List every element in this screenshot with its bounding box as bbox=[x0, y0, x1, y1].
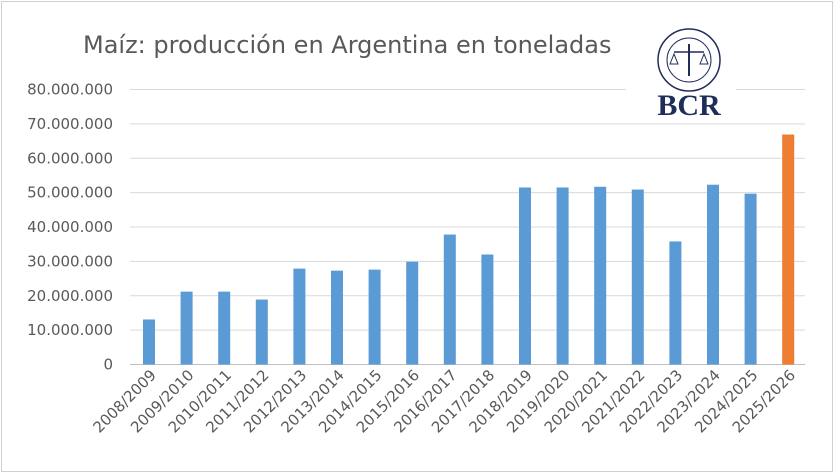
bar-2025-2026 bbox=[782, 134, 795, 365]
bar-2024-2025 bbox=[744, 193, 757, 365]
y-tick-label: 70.000.000 bbox=[27, 115, 113, 133]
gridlines bbox=[130, 89, 805, 365]
bar-2014-2015 bbox=[368, 269, 381, 365]
bar-2010-2011 bbox=[218, 291, 231, 365]
bar-2020-2021 bbox=[594, 186, 607, 365]
bar-2013-2014 bbox=[331, 270, 343, 365]
seal-icon bbox=[657, 28, 721, 92]
bar-2015-2016 bbox=[406, 261, 419, 365]
bar-2023-2024 bbox=[707, 184, 719, 365]
y-tick-label: 50.000.000 bbox=[27, 184, 113, 202]
chart-title: Maíz: producción en Argentina en tonelad… bbox=[83, 31, 611, 59]
bar-2009-2010 bbox=[180, 291, 193, 365]
bcr-logo: BCR bbox=[626, 28, 736, 123]
y-tick-label: 0 bbox=[103, 356, 113, 374]
bar-2022-2023 bbox=[669, 241, 682, 365]
y-axis-ticks: 0 10.000.000 20.000.000 30.000.000 40.000.00… bbox=[27, 81, 113, 374]
logo-text: BCR bbox=[657, 89, 721, 122]
y-tick-label: 30.000.000 bbox=[27, 252, 113, 270]
bars bbox=[143, 134, 795, 365]
bar-2016-2017 bbox=[443, 234, 456, 365]
bar-2008-2009 bbox=[143, 319, 155, 365]
bar-2019-2020 bbox=[556, 187, 569, 365]
bar-2011-2012 bbox=[255, 299, 268, 365]
x-axis-ticks: 2008/20092009/20102010/20112011/20122012… bbox=[90, 366, 799, 436]
bar-2012-2013 bbox=[293, 268, 306, 365]
y-tick-label: 10.000.000 bbox=[27, 321, 113, 339]
y-tick-label: 20.000.000 bbox=[27, 287, 113, 305]
bar-2017-2018 bbox=[481, 254, 494, 365]
y-tick-label: 80.000.000 bbox=[27, 81, 113, 99]
y-tick-label: 40.000.000 bbox=[27, 218, 113, 236]
y-tick-label: 60.000.000 bbox=[27, 149, 113, 167]
bar-2018-2019 bbox=[519, 187, 531, 365]
bar-2021-2022 bbox=[631, 189, 644, 365]
